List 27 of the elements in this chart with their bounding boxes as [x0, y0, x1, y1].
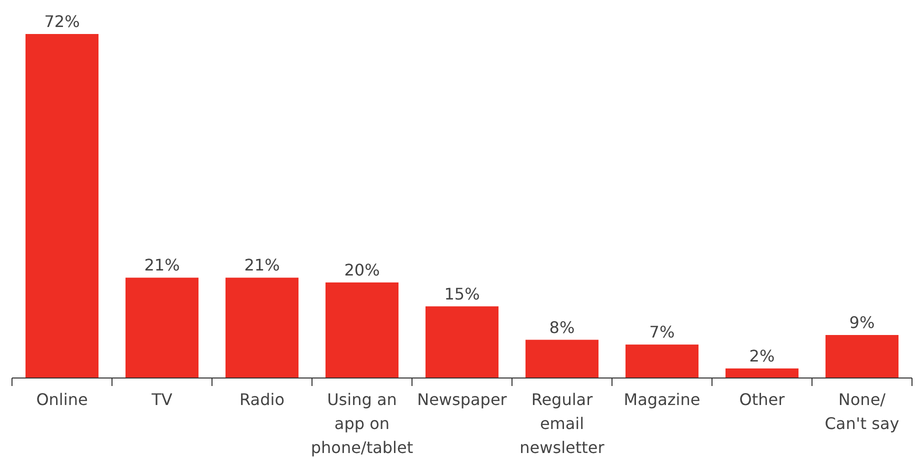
x-tick-label: Radio — [240, 390, 284, 409]
bar — [26, 34, 98, 378]
data-label: 7% — [649, 322, 675, 342]
bar — [526, 340, 598, 378]
x-tick-label: None/ Can't say — [824, 390, 900, 433]
bar — [226, 278, 298, 378]
data-label: 9% — [849, 313, 875, 332]
x-tick-label: Online — [36, 390, 88, 409]
data-label: 21% — [144, 256, 180, 275]
x-tick-label: TV — [150, 390, 172, 409]
data-label: 2% — [749, 346, 775, 366]
bar — [626, 344, 698, 378]
x-tick-label: Magazine — [624, 390, 700, 409]
bar — [326, 282, 398, 378]
x-tick-label: Regular email newsletter — [520, 390, 605, 457]
bar — [426, 306, 498, 378]
bar — [726, 368, 798, 378]
data-label: 21% — [244, 256, 280, 275]
bar — [126, 278, 198, 378]
bar — [826, 335, 898, 378]
x-tick-label: Other — [739, 390, 786, 409]
data-label: 15% — [444, 284, 480, 304]
x-tick-label: Newspaper — [417, 390, 508, 409]
data-label: 72% — [44, 12, 80, 31]
data-label: 20% — [344, 260, 380, 280]
x-tick-label: Using an app on phone/tablet — [310, 390, 414, 457]
data-label: 8% — [549, 318, 575, 337]
